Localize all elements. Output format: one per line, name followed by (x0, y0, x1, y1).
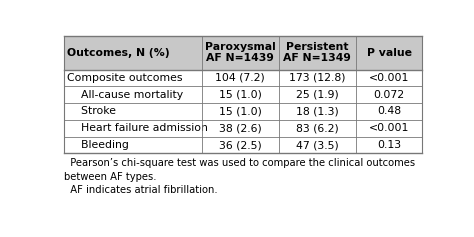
Bar (64, 103, 422, 120)
Text: 15 (1.0): 15 (1.0) (219, 106, 262, 116)
Text: <0.001: <0.001 (369, 73, 409, 83)
Text: 104 (7.2): 104 (7.2) (215, 73, 265, 83)
Text: 0.13: 0.13 (377, 140, 401, 150)
Text: 15 (1.0): 15 (1.0) (219, 90, 262, 100)
Text: Stroke: Stroke (67, 106, 116, 116)
Text: 36 (2.5): 36 (2.5) (219, 140, 262, 150)
Bar (64, 69, 422, 86)
Bar (64, 36, 422, 69)
Text: All-cause mortality: All-cause mortality (67, 90, 183, 100)
Bar (64, 137, 422, 153)
Text: Heart failure admission: Heart failure admission (67, 123, 208, 133)
Text: Bleeding: Bleeding (67, 140, 129, 150)
Text: <0.001: <0.001 (369, 123, 409, 133)
Bar (64, 86, 422, 103)
Text: 18 (1.3): 18 (1.3) (296, 106, 339, 116)
Text: Composite outcomes: Composite outcomes (67, 73, 183, 83)
Text: 83 (6.2): 83 (6.2) (296, 123, 339, 133)
Text: P value: P value (366, 48, 411, 58)
Text: Pearson’s chi-square test was used to compare the clinical outcomes: Pearson’s chi-square test was used to co… (64, 158, 415, 168)
Bar (64, 120, 422, 137)
Text: 25 (1.9): 25 (1.9) (296, 90, 339, 100)
Text: Outcomes, N (%): Outcomes, N (%) (67, 48, 170, 58)
Text: 0.48: 0.48 (377, 106, 401, 116)
Text: 47 (3.5): 47 (3.5) (296, 140, 339, 150)
Text: Persistent
AF N=1349: Persistent AF N=1349 (283, 42, 351, 64)
Text: AF indicates atrial fibrillation.: AF indicates atrial fibrillation. (64, 185, 217, 195)
Text: between AF types.: between AF types. (64, 172, 156, 182)
Text: 173 (12.8): 173 (12.8) (289, 73, 346, 83)
Text: 0.072: 0.072 (374, 90, 405, 100)
Text: 38 (2.6): 38 (2.6) (219, 123, 262, 133)
Text: Paroxysmal
AF N=1439: Paroxysmal AF N=1439 (205, 42, 275, 64)
